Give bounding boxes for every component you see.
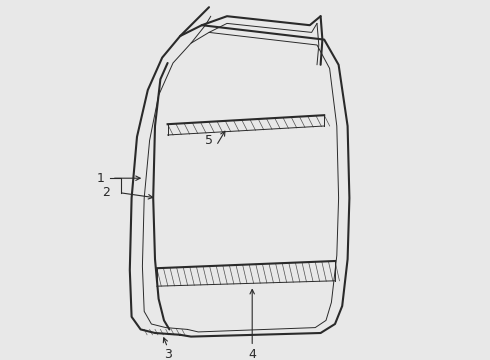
Text: 5: 5 (205, 134, 213, 147)
Text: 1: 1 (97, 172, 105, 185)
Text: 3: 3 (164, 348, 171, 360)
Text: 4: 4 (248, 348, 256, 360)
Text: 2: 2 (102, 186, 110, 199)
